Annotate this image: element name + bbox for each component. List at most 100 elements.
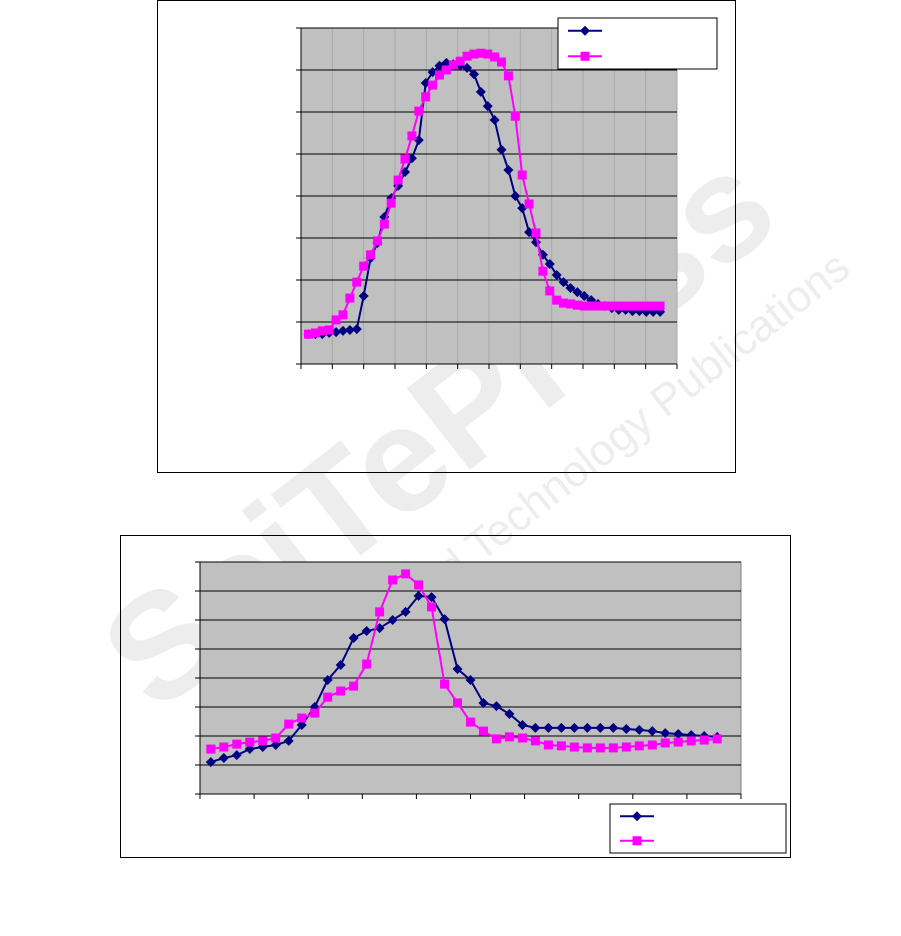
chart-frame [157, 0, 736, 473]
marker [434, 70, 444, 80]
marker [600, 301, 610, 311]
marker [504, 708, 515, 719]
marker [358, 290, 369, 301]
marker [258, 736, 268, 746]
marker [466, 717, 475, 727]
marker [414, 106, 424, 116]
marker [572, 300, 582, 310]
marker [455, 56, 465, 66]
marker [582, 722, 593, 733]
marker [393, 175, 403, 185]
marker [634, 301, 644, 311]
marker [660, 728, 671, 739]
marker [489, 114, 500, 125]
marker [465, 675, 476, 686]
marker [648, 301, 658, 311]
legend [557, 17, 718, 70]
marker [348, 632, 359, 643]
marker [421, 92, 431, 102]
marker [491, 734, 501, 744]
marker [608, 743, 618, 753]
marker [426, 592, 437, 603]
marker [407, 131, 417, 141]
marker [245, 737, 255, 747]
marker [351, 324, 362, 335]
marker [323, 692, 333, 702]
marker [336, 686, 346, 696]
marker [607, 301, 617, 311]
marker [569, 742, 579, 752]
marker [413, 590, 424, 601]
marker [362, 659, 372, 669]
marker [283, 735, 294, 746]
marker [510, 111, 520, 121]
marker [579, 290, 590, 301]
marker [593, 301, 603, 311]
marker [504, 732, 514, 742]
marker [478, 726, 488, 736]
series-line [210, 594, 718, 764]
marker [375, 607, 385, 617]
marker [205, 757, 216, 768]
marker [621, 742, 631, 752]
marker [545, 286, 555, 296]
marker [565, 282, 576, 293]
marker [595, 743, 605, 753]
marker [517, 170, 527, 180]
marker [497, 57, 507, 67]
marker [699, 735, 709, 745]
marker [317, 326, 327, 336]
marker [580, 51, 590, 61]
marker [475, 86, 486, 97]
legend [609, 803, 787, 854]
marker [641, 301, 651, 311]
marker [632, 811, 642, 822]
series-line [210, 572, 718, 751]
marker [673, 728, 684, 739]
marker [322, 675, 333, 686]
marker [468, 69, 479, 80]
marker [338, 310, 348, 320]
marker [580, 25, 590, 36]
marker [359, 261, 369, 271]
marker [448, 60, 458, 70]
marker [496, 144, 507, 155]
marker [297, 713, 307, 723]
marker [634, 741, 644, 751]
marker [453, 698, 463, 708]
marker [361, 626, 372, 637]
marker [531, 228, 541, 238]
chart [157, 0, 736, 473]
marker [582, 743, 592, 753]
marker [565, 299, 575, 309]
marker [310, 328, 320, 338]
marker [206, 744, 216, 754]
marker [304, 329, 314, 339]
marker [428, 80, 438, 90]
marker [401, 569, 411, 579]
marker [490, 52, 500, 62]
marker [572, 287, 583, 298]
marker [440, 679, 450, 689]
marker [530, 722, 541, 733]
marker [337, 325, 348, 336]
chart-frame [120, 535, 791, 858]
marker [530, 736, 540, 746]
marker [372, 236, 382, 246]
marker [284, 719, 294, 729]
marker [387, 615, 398, 625]
marker [621, 301, 631, 311]
marker [310, 708, 320, 718]
marker [552, 295, 562, 305]
marker [551, 269, 562, 280]
marker [503, 164, 514, 175]
marker [366, 250, 376, 260]
marker [647, 740, 657, 750]
marker [712, 734, 722, 744]
marker [379, 219, 389, 229]
marker [331, 315, 341, 325]
marker [335, 659, 346, 670]
marker [478, 697, 489, 708]
marker [655, 301, 665, 311]
